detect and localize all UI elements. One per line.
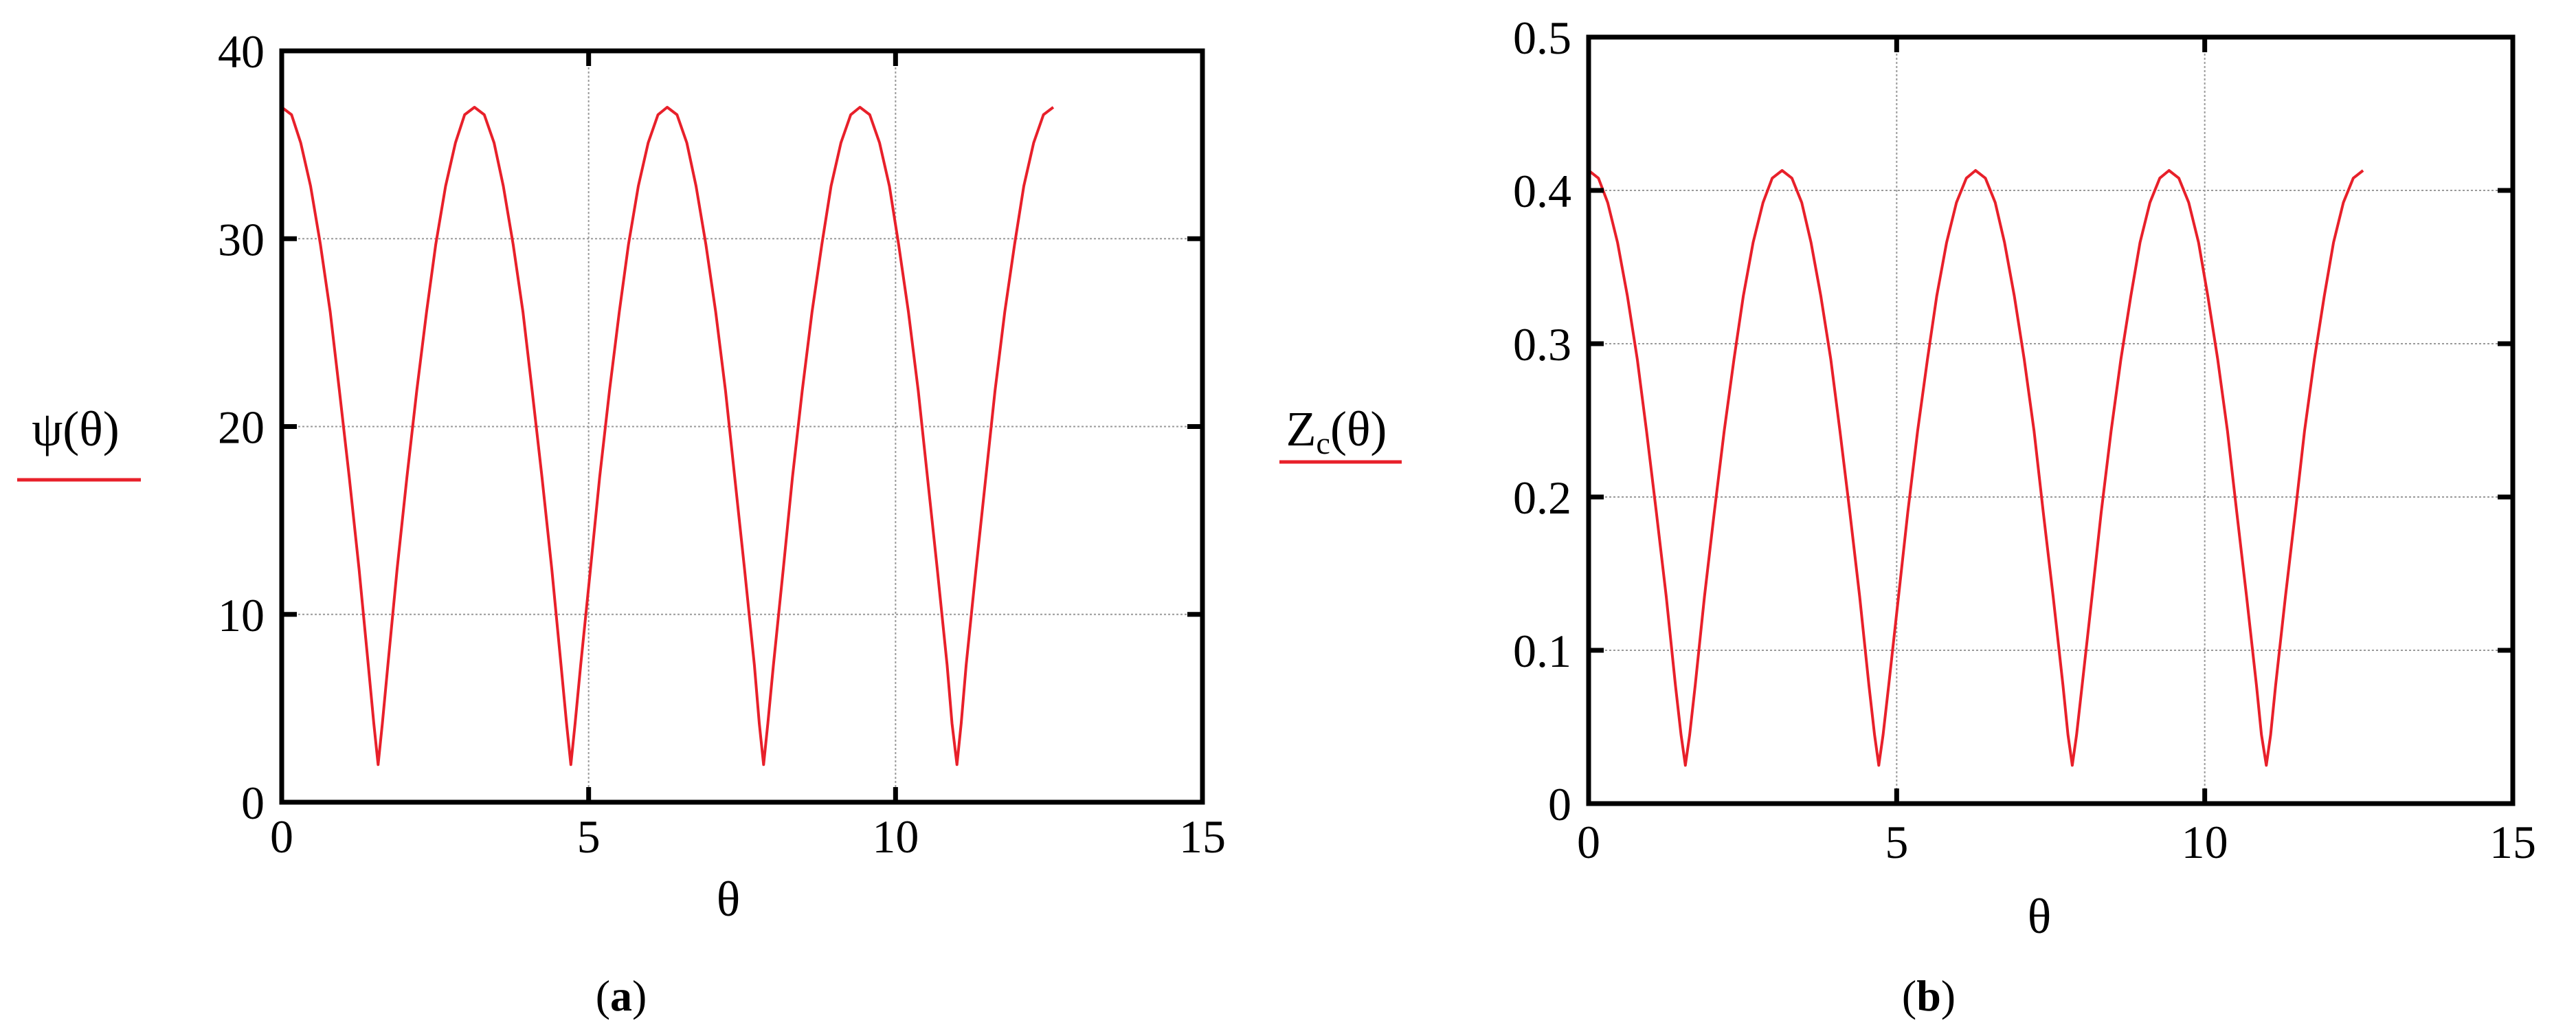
panel-a-y-tick-labels: 0 10 20 30 40 [218, 25, 265, 829]
panel-b-y-axis-label: Zc(θ) [1286, 401, 1387, 461]
panel-b-y-tick-labels: 0 0.1 0.2 0.3 0.4 0.5 [1513, 12, 1571, 830]
panel-a-series-line [280, 106, 1055, 766]
panel-a-label: (a) [596, 971, 647, 1020]
panel-a-x-tick-label: 15 [1179, 810, 1226, 863]
panel-b-y-axis-label-subscript: c [1317, 426, 1330, 461]
panel-a-x-axis-label: θ [717, 872, 741, 927]
panel-b-x-axis-label: θ [2028, 889, 2052, 944]
panel-a-grid [282, 51, 1202, 802]
panel-a-y-tick-label: 20 [218, 401, 265, 454]
panel-b-y-axis-label-main: Z [1286, 401, 1317, 456]
panel-a-y-tick-label: 0 [241, 777, 265, 829]
panel-a-y-tick-label: 30 [218, 213, 265, 265]
panel-b-x-tick-label: 15 [2489, 816, 2536, 868]
panel-b-label: (b) [1902, 971, 1956, 1020]
panel-a-x-tick-label: 0 [270, 810, 293, 863]
panel-a-x-tick-labels: 0 5 10 15 [270, 810, 1226, 863]
panel-b-label-letter: b [1916, 971, 1941, 1020]
panel-b-curve-group [1587, 169, 2364, 767]
panel-b-x-tick-label: 10 [2182, 816, 2228, 868]
panel-a-curve-group [280, 106, 1055, 766]
panel-b-y-tick-label: 0.5 [1513, 12, 1571, 64]
panel-a-y-tick-label: 40 [218, 25, 265, 78]
panel-b-series-line [1587, 169, 2364, 767]
panel-a: 0 10 20 30 40 0 5 10 15 ψ(θ) θ (a) [17, 25, 1226, 1020]
panel-a-x-tick-label: 10 [872, 810, 919, 863]
panel-b-x-tick-label: 5 [1885, 816, 1908, 868]
panel-a-tick-marks [282, 51, 1202, 802]
panel-a-y-axis-label: ψ(θ) [32, 401, 120, 456]
panel-b-y-tick-label: 0 [1548, 778, 1571, 830]
panel-b-y-tick-label: 0.1 [1513, 625, 1571, 677]
panel-b-y-axis-label-rest: (θ) [1330, 401, 1387, 456]
panel-a-y-tick-label: 10 [218, 589, 265, 641]
panel-b-tick-marks [1589, 37, 2513, 804]
panel-a-x-tick-label: 5 [577, 810, 601, 863]
panel-b-grid [1589, 37, 2513, 804]
panel-b: 0 0.1 0.2 0.3 0.4 0.5 0 5 10 15 Zc(θ) θ (b) [1279, 12, 2536, 1020]
panel-b-x-tick-label: 0 [1577, 816, 1600, 868]
panel-b-plot-frame [1586, 34, 2516, 806]
panel-b-y-tick-label: 0.2 [1513, 472, 1571, 524]
panel-b-y-tick-label: 0.4 [1513, 165, 1571, 217]
panel-b-y-tick-label: 0.3 [1513, 318, 1571, 371]
panel-a-label-letter: a [610, 971, 632, 1020]
panel-b-x-tick-labels: 0 5 10 15 [1577, 816, 2536, 868]
